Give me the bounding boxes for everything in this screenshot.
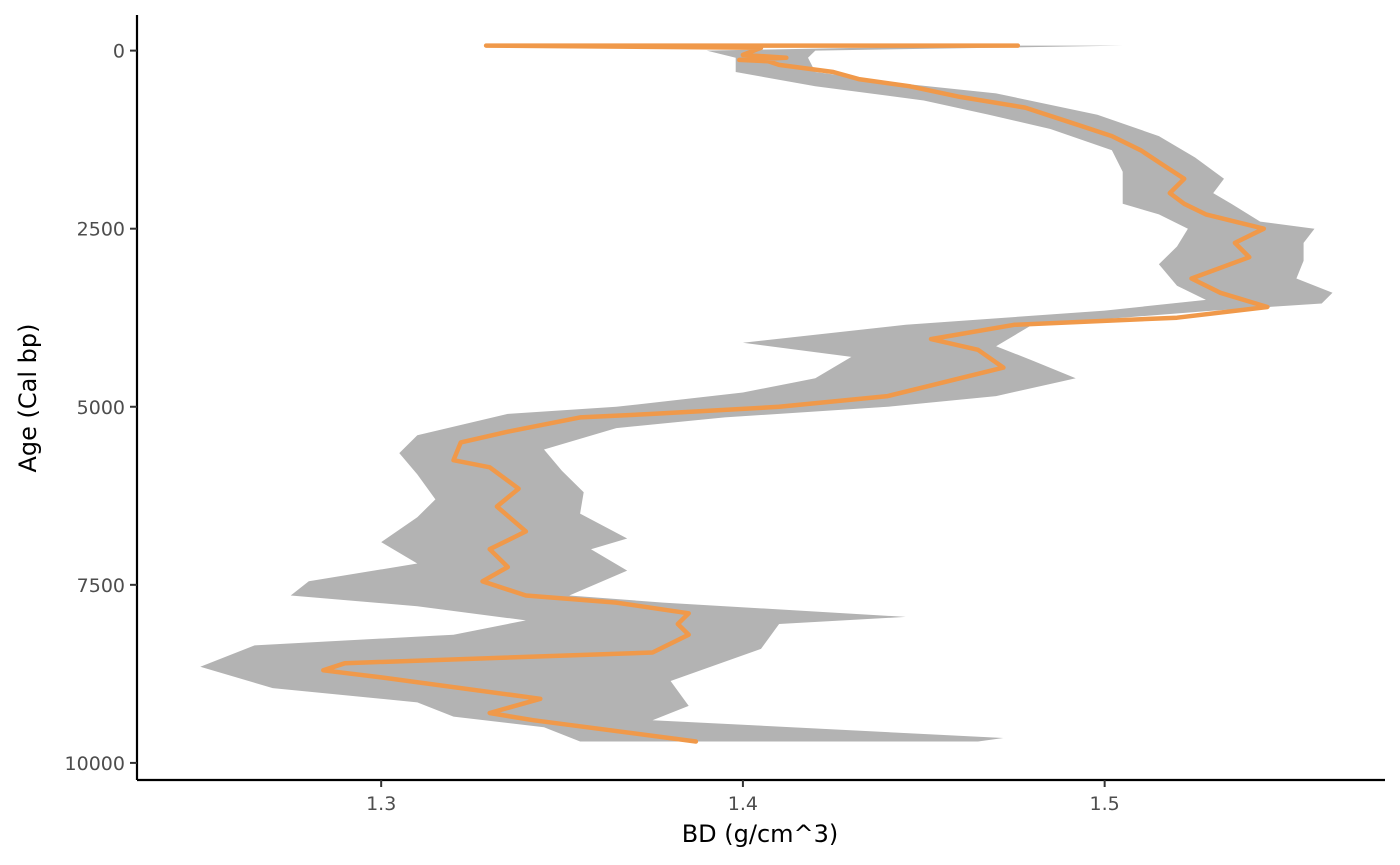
x-tick-label: 1.5 bbox=[1090, 793, 1120, 815]
y-tick-label: 2500 bbox=[77, 219, 125, 241]
plot-area bbox=[200, 43, 1333, 744]
x-tick-label: 1.3 bbox=[366, 793, 396, 815]
x-tick-label: 1.4 bbox=[728, 793, 758, 815]
median-line bbox=[321, 43, 1270, 744]
y-tick-label: 7500 bbox=[77, 575, 125, 597]
axes: 0 2500 5000 7500 10000 1.3 1.4 1.5 bbox=[65, 15, 1385, 815]
y-axis-title: Age (Cal bp) bbox=[14, 323, 42, 472]
y-tick-label: 10000 bbox=[65, 753, 125, 775]
confidence-ribbon bbox=[200, 45, 1333, 742]
y-tick-label: 5000 bbox=[77, 397, 125, 419]
x-axis-title: BD (g/cm^3) bbox=[682, 820, 839, 848]
y-tick-label: 0 bbox=[113, 41, 125, 63]
